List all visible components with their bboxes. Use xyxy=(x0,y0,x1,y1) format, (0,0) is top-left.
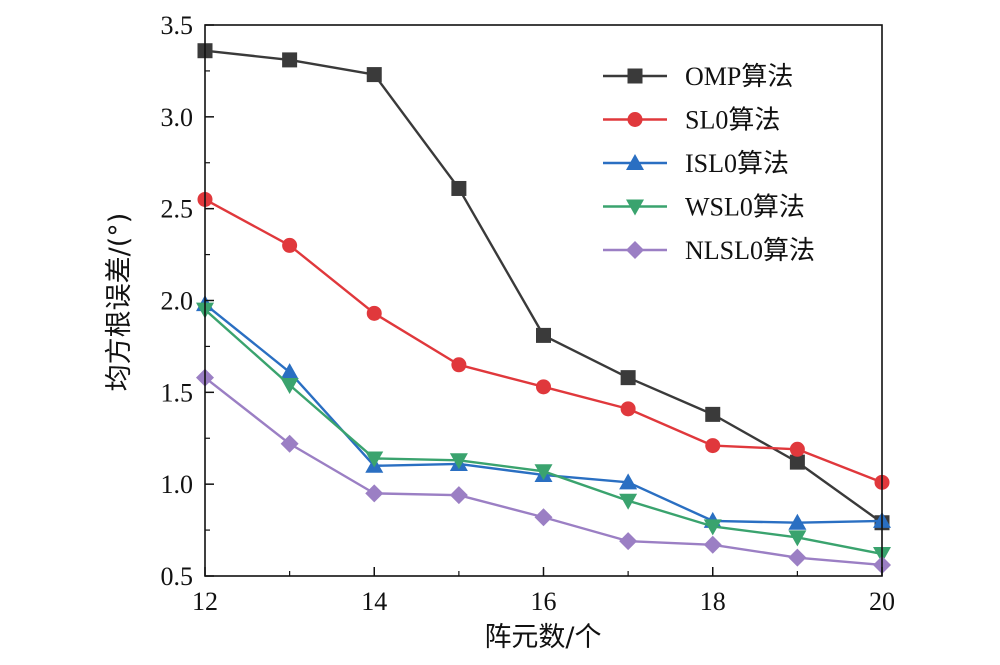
y-axis-title: 均方根误差/(°) xyxy=(104,213,135,392)
data-point xyxy=(366,67,382,83)
legend-marker xyxy=(626,154,644,170)
data-point xyxy=(365,451,384,468)
y-tick-label: 2.0 xyxy=(161,287,194,316)
data-point xyxy=(705,406,721,422)
data-point xyxy=(365,484,384,503)
data-point xyxy=(534,464,553,481)
data-point xyxy=(536,379,551,395)
legend-item: WSL0算法 xyxy=(603,193,805,222)
plot-area xyxy=(196,43,891,574)
legend-label: SL0算法 xyxy=(685,106,780,135)
legend: OMP算法 SL0算法 ISL0算法 WSL0算法 NLSL0算法 xyxy=(603,62,815,265)
legend-label: ISL0算法 xyxy=(685,149,789,178)
data-point xyxy=(536,327,551,343)
data-point xyxy=(788,530,807,547)
data-point xyxy=(280,377,299,394)
y-tick-label: 3.0 xyxy=(161,103,194,132)
legend-marker xyxy=(626,199,644,216)
x-tick-label: 20 xyxy=(869,587,895,616)
x-axis-title: 阵元数/个 xyxy=(484,622,601,653)
series-1 xyxy=(197,43,890,531)
data-point xyxy=(620,370,636,386)
legend-item: SL0算法 xyxy=(603,106,780,135)
data-point xyxy=(449,453,468,470)
y-tick-label: 2.5 xyxy=(161,195,194,224)
legend-marker xyxy=(627,112,643,127)
data-point xyxy=(451,180,467,196)
y-tick-label: 0.5 xyxy=(161,562,194,591)
data-point xyxy=(619,532,638,551)
legend-marker xyxy=(627,68,643,84)
data-point xyxy=(449,486,468,505)
y-tick-label: 1.5 xyxy=(161,378,194,407)
axes: 0.5 1.0 1.5 2.0 2.5 3.0 3.5 12 14 16 18 20 xyxy=(161,11,896,616)
data-point xyxy=(451,357,467,373)
x-tick-label: 14 xyxy=(361,587,387,616)
data-point xyxy=(366,305,382,321)
data-point xyxy=(282,52,298,68)
y-tick-label: 1.0 xyxy=(161,470,194,499)
data-point xyxy=(280,434,299,453)
data-point xyxy=(705,438,721,454)
data-point xyxy=(789,454,805,470)
legend-item: ISL0算法 xyxy=(603,149,789,178)
plot-frame xyxy=(204,24,883,577)
data-point xyxy=(789,441,805,457)
data-point xyxy=(619,473,638,490)
x-tick-label: 18 xyxy=(700,587,726,616)
legend-label: WSL0算法 xyxy=(685,193,805,222)
data-point xyxy=(703,535,722,554)
legend-marker xyxy=(626,241,644,259)
series-5 xyxy=(196,368,891,574)
data-point xyxy=(788,548,807,567)
legend-item: NLSL0算法 xyxy=(603,236,815,265)
legend-item: OMP算法 xyxy=(603,62,793,91)
x-tick-label: 16 xyxy=(531,587,557,616)
legend-label: NLSL0算法 xyxy=(685,236,815,265)
series-2 xyxy=(197,191,890,490)
data-point xyxy=(788,513,807,530)
series-line xyxy=(204,49,883,524)
data-point xyxy=(534,508,553,527)
x-tick-label: 12 xyxy=(192,587,218,616)
data-point xyxy=(619,493,638,510)
legend-label: OMP算法 xyxy=(685,62,793,91)
data-point xyxy=(703,519,722,536)
data-point xyxy=(280,363,299,380)
y-tick-label: 3.5 xyxy=(161,11,194,40)
data-point xyxy=(620,401,636,417)
data-point xyxy=(282,237,298,253)
